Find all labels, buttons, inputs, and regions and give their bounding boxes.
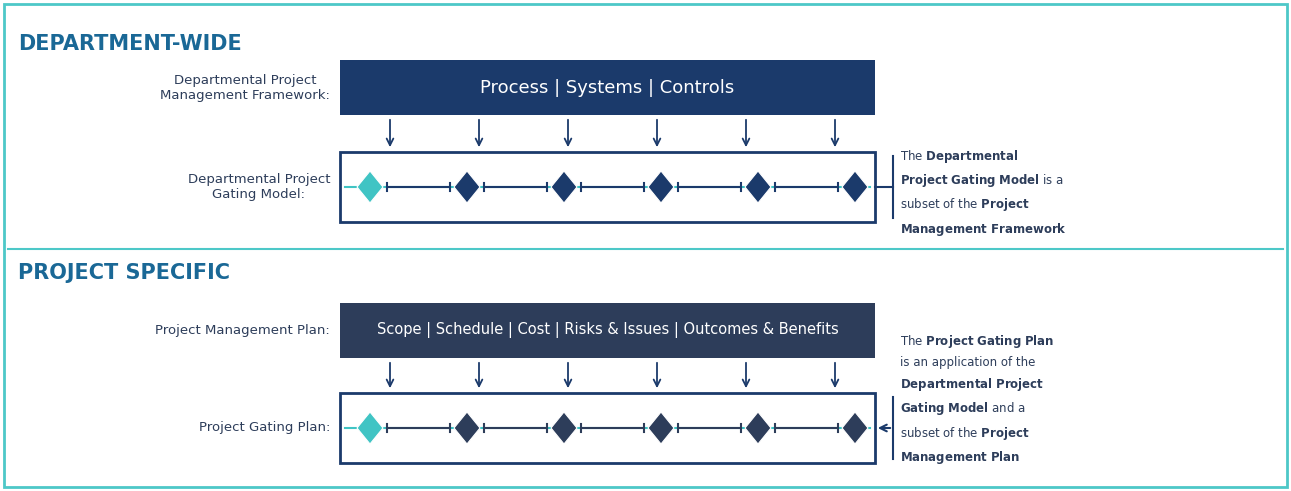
Text: Project Gating Plan:: Project Gating Plan: xyxy=(199,421,330,435)
Polygon shape xyxy=(551,412,577,444)
Text: The $\bf{Departmental}$
$\bf{Project\ Gating\ Model}$ is a
subset of the $\bf{Pr: The $\bf{Departmental}$ $\bf{Project\ Ga… xyxy=(900,148,1066,238)
Polygon shape xyxy=(842,412,868,444)
FancyBboxPatch shape xyxy=(4,4,1287,487)
Text: The $\bf{Project\ Gating\ Plan}$
is an application of the
$\bf{Departmental\ Pro: The $\bf{Project\ Gating\ Plan}$ is an a… xyxy=(900,333,1055,466)
Text: Departmental Project
Management Framework:: Departmental Project Management Framewor… xyxy=(160,74,330,102)
Polygon shape xyxy=(454,412,480,444)
Polygon shape xyxy=(745,412,771,444)
Text: Project Management Plan:: Project Management Plan: xyxy=(155,324,330,337)
FancyBboxPatch shape xyxy=(340,152,875,222)
FancyBboxPatch shape xyxy=(340,393,875,463)
Text: DEPARTMENT-WIDE: DEPARTMENT-WIDE xyxy=(18,34,241,54)
FancyBboxPatch shape xyxy=(340,60,875,115)
Polygon shape xyxy=(358,412,383,444)
Polygon shape xyxy=(648,171,674,203)
Text: PROJECT SPECIFIC: PROJECT SPECIFIC xyxy=(18,263,230,283)
Text: Departmental Project
Gating Model:: Departmental Project Gating Model: xyxy=(187,173,330,201)
Polygon shape xyxy=(842,171,868,203)
Polygon shape xyxy=(358,171,383,203)
Polygon shape xyxy=(648,412,674,444)
Polygon shape xyxy=(454,171,480,203)
Polygon shape xyxy=(745,171,771,203)
Polygon shape xyxy=(551,171,577,203)
FancyBboxPatch shape xyxy=(340,303,875,358)
Text: Scope | Schedule | Cost | Risks & Issues | Outcomes & Benefits: Scope | Schedule | Cost | Risks & Issues… xyxy=(377,323,838,338)
Text: Process | Systems | Controls: Process | Systems | Controls xyxy=(480,79,735,97)
